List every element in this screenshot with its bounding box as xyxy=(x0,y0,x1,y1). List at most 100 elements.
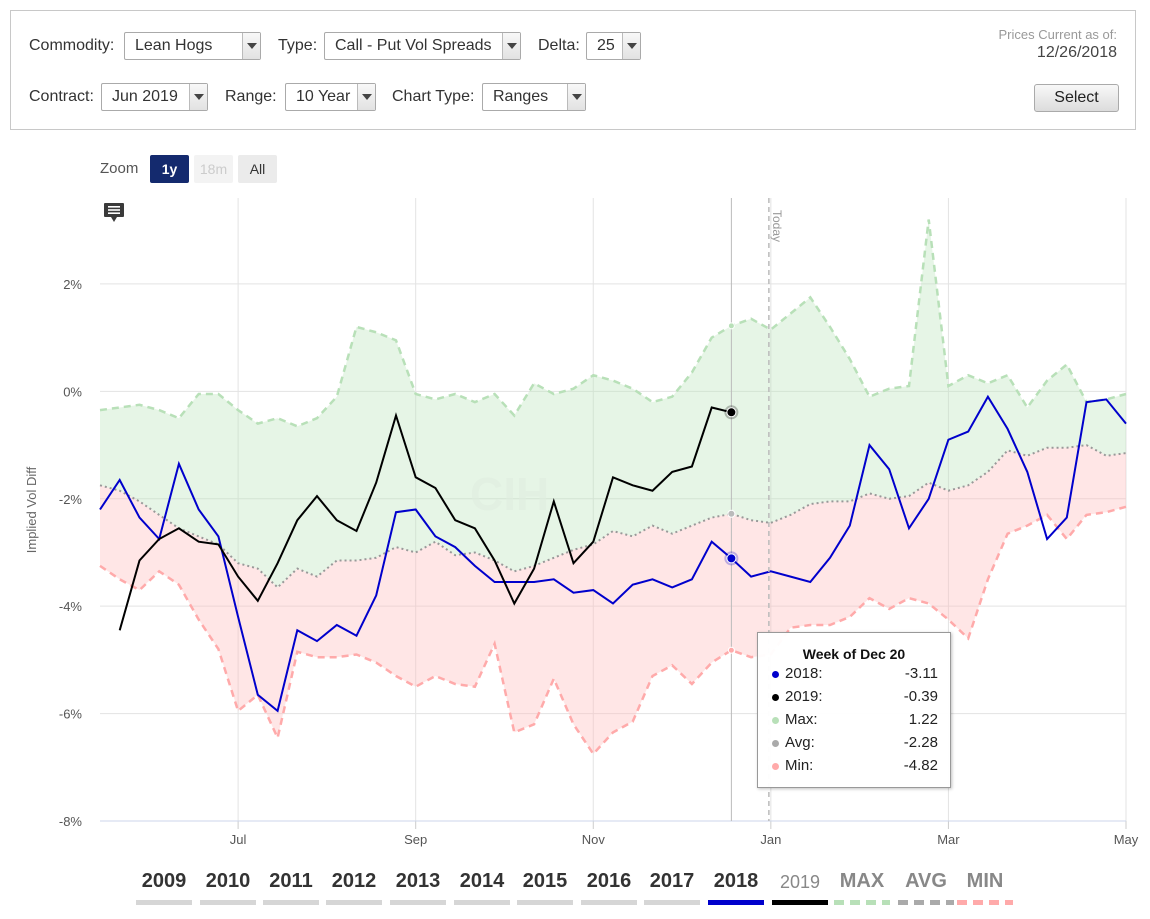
prices-current-date: 12/26/2018 xyxy=(1036,44,1117,61)
type-value: Call - Put Vol Spreads xyxy=(335,37,492,54)
legend-swatch xyxy=(454,900,510,905)
control-panel: Commodity: Lean Hogs Type: Call - Put Vo… xyxy=(10,10,1136,130)
tooltip-dot xyxy=(772,763,779,770)
max-hover-point xyxy=(727,322,735,330)
series-2018-line xyxy=(99,394,1127,713)
delta-label: Delta: xyxy=(538,37,580,54)
tooltip-value: 1.22 xyxy=(908,711,938,728)
legend-swatch xyxy=(957,900,1013,905)
chart-tooltip: Week of Dec 20 2018: -3.11 2019: -0.39 Max: 1… xyxy=(757,632,951,788)
tooltip-title: Week of Dec 20 xyxy=(802,646,906,662)
tooltip-label: Min: xyxy=(785,757,814,774)
avg-min-band xyxy=(100,445,1126,754)
legend-swatch xyxy=(898,900,954,905)
x-tick-label: Sep xyxy=(404,832,427,847)
legend-swatch xyxy=(200,900,256,905)
legend-item-2012[interactable]: 2012 xyxy=(331,870,377,892)
chevron-down-icon xyxy=(357,84,375,110)
tooltip-dot xyxy=(772,717,779,724)
chart-bands xyxy=(100,219,1126,754)
avg-hover-point xyxy=(727,509,736,518)
type-select[interactable]: Call - Put Vol Spreads xyxy=(324,32,521,60)
legend-item-min[interactable]: MIN xyxy=(966,870,1004,892)
legend-item-2013[interactable]: 2013 xyxy=(395,870,441,892)
series-2019-line xyxy=(118,406,732,631)
legend-item-max[interactable]: MAX xyxy=(839,870,885,892)
comment-icon[interactable] xyxy=(104,203,124,222)
prices-current-label: Prices Current as of: xyxy=(998,27,1118,42)
x-tick-label: May xyxy=(1114,832,1139,847)
chart-labels: 2% 0% -2% -4% -6% -8% Jul Sep Nov Jan Mar May Implie… xyxy=(24,210,1139,847)
tooltip-value: -2.28 xyxy=(903,734,938,751)
delta-select[interactable]: 25 xyxy=(586,32,641,60)
series-2019-hover-point xyxy=(726,407,737,418)
y-tick-label: -2% xyxy=(59,492,83,507)
y-tick-label: 0% xyxy=(63,384,82,399)
x-tick-label: Jan xyxy=(760,832,781,847)
legend-item-2009[interactable]: 2009 xyxy=(141,870,187,892)
x-tick-label: Nov xyxy=(582,832,606,847)
legend-swatch xyxy=(644,900,700,905)
zoom-all-button[interactable]: All xyxy=(238,155,277,183)
chevron-down-icon xyxy=(189,84,207,110)
legend-swatch xyxy=(136,900,192,905)
tooltip-label: Avg: xyxy=(785,734,815,751)
legend-item-2015[interactable]: 2015 xyxy=(522,870,568,892)
charttype-value: Ranges xyxy=(493,88,549,105)
chevron-down-icon xyxy=(622,33,640,59)
chart-marks xyxy=(724,198,770,821)
y-tick-label: 2% xyxy=(63,277,82,292)
today-label: Today xyxy=(770,210,784,242)
x-tick-label: Jul xyxy=(230,832,247,847)
select-button[interactable]: Select xyxy=(1034,84,1119,112)
max-avg-band xyxy=(100,219,1126,588)
tooltip-value: -3.11 xyxy=(904,665,938,682)
commodity-label: Commodity: xyxy=(29,37,115,54)
min-line xyxy=(99,505,1127,756)
zoom-18m-button[interactable]: 18m xyxy=(194,155,233,183)
zoom-1y-button[interactable]: 1y xyxy=(150,155,189,183)
y-tick-label: -4% xyxy=(59,599,83,614)
tooltip-value: -0.39 xyxy=(903,688,938,705)
tooltip-dot xyxy=(772,740,779,747)
legend-swatch xyxy=(834,900,890,905)
legend-item-2010[interactable]: 2010 xyxy=(205,870,251,892)
commodity-value: Lean Hogs xyxy=(135,37,213,54)
legend-item-2018[interactable]: 2018 xyxy=(713,870,759,892)
tooltip-label: 2018: xyxy=(785,665,823,682)
legend-swatch xyxy=(517,900,573,905)
contract-label: Contract: xyxy=(29,88,94,105)
legend-item-2019[interactable]: 2019 xyxy=(779,872,821,892)
y-tick-label: -8% xyxy=(59,814,83,829)
contract-value: Jun 2019 xyxy=(112,88,178,105)
max-line xyxy=(99,219,1127,428)
range-value: 10 Year xyxy=(296,88,351,105)
contract-select[interactable]: Jun 2019 xyxy=(101,83,208,111)
legend-swatch xyxy=(263,900,319,905)
y-axis-title: Implied Vol Diff xyxy=(24,466,39,553)
legend-item-2014[interactable]: 2014 xyxy=(459,870,505,892)
legend-item-avg[interactable]: AVG xyxy=(905,870,947,892)
tooltip-dot xyxy=(772,694,779,701)
legend-item-2011[interactable]: 2011 xyxy=(269,870,313,892)
type-label: Type: xyxy=(278,37,318,54)
tooltip-label: 2019: xyxy=(785,688,823,705)
commodity-select[interactable]: Lean Hogs xyxy=(124,32,261,60)
charttype-select[interactable]: Ranges xyxy=(482,83,586,111)
chevron-down-icon xyxy=(502,33,520,59)
legend-swatch xyxy=(390,900,446,905)
legend-swatch xyxy=(326,900,382,905)
chart-grid xyxy=(100,198,1127,829)
chevron-down-icon xyxy=(567,84,585,110)
legend-item-2016[interactable]: 2016 xyxy=(586,870,632,892)
tooltip-value: -4.82 xyxy=(903,757,938,774)
delta-value: 25 xyxy=(597,37,615,54)
legend-item-2017[interactable]: 2017 xyxy=(649,870,695,892)
zoom-label: Zoom xyxy=(100,160,139,177)
tooltip-dot xyxy=(772,671,779,678)
charttype-label: Chart Type: xyxy=(392,88,475,105)
legend-swatch xyxy=(581,900,637,905)
legend-swatch xyxy=(772,900,828,905)
range-select[interactable]: 10 Year xyxy=(285,83,376,111)
